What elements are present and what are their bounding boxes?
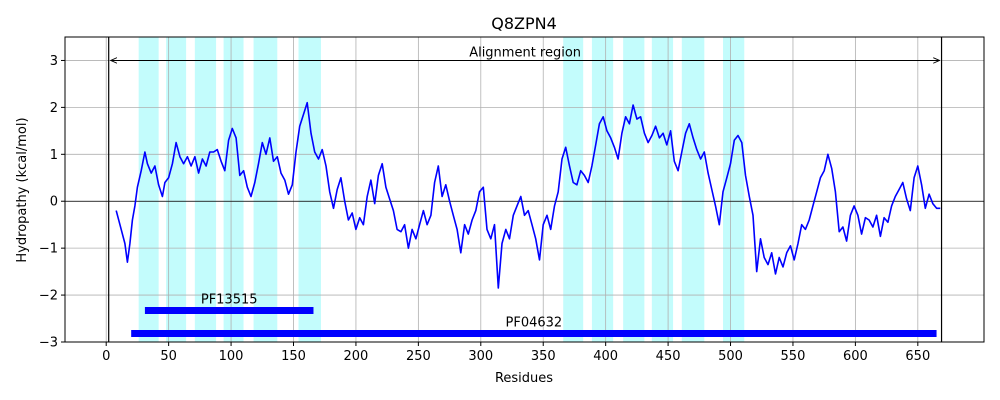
y-axis-label: Hydropathy (kcal/mol): [15, 117, 30, 262]
x-tick-label: 50: [160, 349, 177, 364]
annotations: Alignment region PF13515 PF04632: [111, 45, 940, 338]
highlight-band: [723, 37, 745, 342]
highlight-band: [591, 37, 614, 342]
domain-label: PF04632: [506, 316, 563, 331]
domain-label: PF13515: [201, 293, 258, 308]
y-tick-label: −1: [39, 242, 58, 257]
x-axis-ticks: 0 50 100 150 200 250 300 350 400 450 500 550 600 650: [102, 342, 930, 364]
highlight-band: [681, 37, 705, 342]
x-tick-label: 450: [656, 349, 681, 364]
x-tick-label: 100: [219, 349, 244, 364]
x-tick-label: 550: [781, 349, 806, 364]
plot-frame: [64, 36, 985, 343]
x-tick-label: 0: [102, 349, 110, 364]
x-tick-label: 300: [468, 349, 493, 364]
x-tick-label: 400: [593, 349, 618, 364]
highlight-band: [563, 37, 584, 342]
highlight-band: [253, 37, 278, 342]
hydropathy-series: [115, 101, 941, 289]
x-tick-label: 350: [531, 349, 556, 364]
highlight-band: [298, 37, 321, 342]
y-tick-label: 3: [50, 54, 58, 69]
x-tick-label: 600: [843, 349, 868, 364]
highlight-band: [623, 37, 645, 342]
x-tick-label: 150: [281, 349, 306, 364]
highlight-band: [166, 37, 187, 342]
highlight-band: [651, 37, 674, 342]
x-tick-label: 200: [344, 349, 369, 364]
x-tick-label: 250: [406, 349, 431, 364]
hydropathy-line: [115, 101, 941, 289]
highlight-band: [223, 37, 244, 342]
highlight-bands: [138, 37, 745, 342]
x-axis-label: Residues: [495, 371, 553, 386]
x-tick-label: 500: [718, 349, 743, 364]
alignment-boundary-lines: [108, 37, 943, 342]
y-axis-ticks: −3 −2 −1 0 1 2 3: [39, 54, 65, 351]
y-tick-label: 1: [50, 148, 58, 163]
highlight-band: [194, 37, 217, 342]
y-tick-label: 2: [50, 101, 58, 116]
highlight-band: [138, 37, 159, 342]
alignment-region-label: Alignment region: [469, 45, 581, 60]
chart-title: Q8ZPN4: [491, 14, 557, 33]
y-tick-label: −3: [39, 336, 58, 351]
y-tick-label: 0: [50, 195, 58, 210]
x-tick-label: 650: [905, 349, 930, 364]
y-tick-label: −2: [39, 289, 58, 304]
